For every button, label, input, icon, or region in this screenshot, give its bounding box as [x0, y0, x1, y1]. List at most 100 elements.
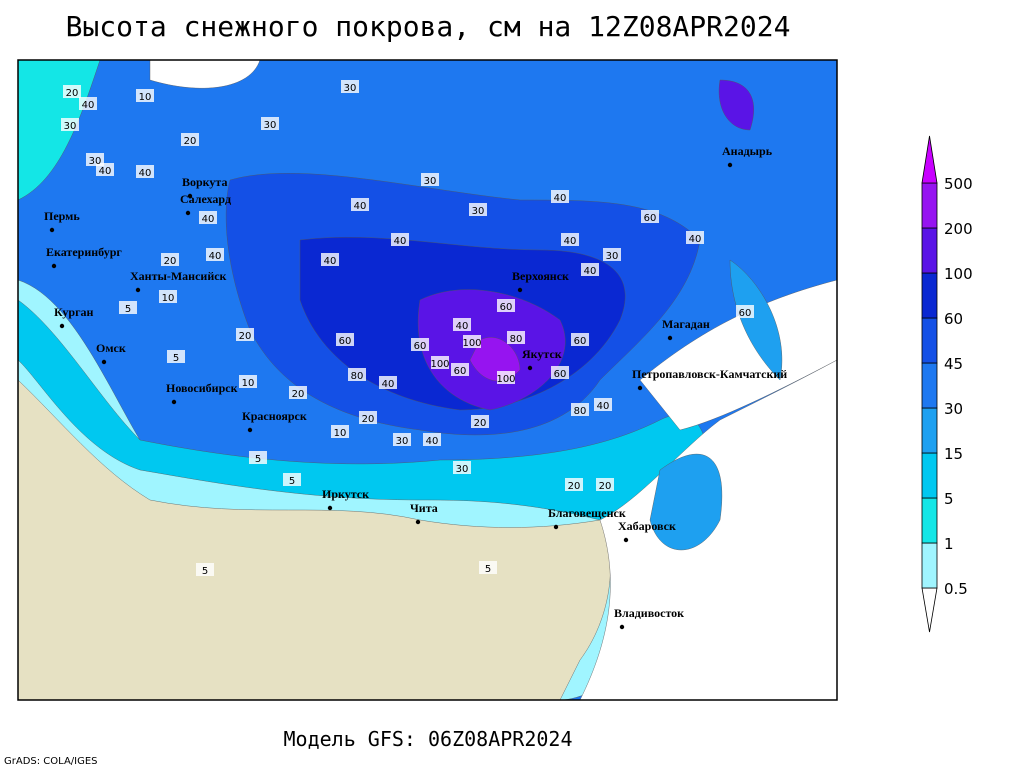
- colorbar-label: 60: [944, 310, 963, 328]
- contour-label: 100: [496, 374, 515, 385]
- colorbar-segment: [921, 317, 938, 364]
- city-dot: [553, 524, 559, 530]
- contour-label: 20: [184, 136, 197, 147]
- contour-label-bg: [603, 248, 621, 261]
- city-label: Красноярск: [242, 409, 307, 423]
- contour-label-bg: [159, 290, 177, 303]
- contour-label: 5: [125, 304, 131, 315]
- contour-label-bg: [393, 433, 411, 446]
- city-dot: [171, 399, 177, 405]
- contour-label-bg: [391, 233, 409, 246]
- contour-label: 40: [99, 166, 112, 177]
- colorbar-label: 15: [944, 445, 963, 463]
- colorbar-segment: [921, 452, 938, 499]
- city-label: Хабаровск: [618, 519, 676, 533]
- contour-label-bg: [199, 211, 217, 224]
- contour-label: 40: [554, 193, 567, 204]
- contour-label-bg: [421, 173, 439, 186]
- credit: GrADS: COLA/IGES: [4, 756, 98, 767]
- contour-label-bg: [463, 335, 481, 348]
- contour-label-bg: [551, 190, 569, 203]
- snow-area: [649, 454, 723, 551]
- contour-label: 20: [599, 481, 612, 492]
- contour-label: 20: [362, 414, 375, 425]
- contour-label-bg: [497, 371, 515, 384]
- contour-label-bg: [594, 398, 612, 411]
- contour-label: 40: [202, 214, 215, 225]
- contour-label: 40: [209, 251, 222, 262]
- contour-label: 40: [564, 236, 577, 247]
- contour-label-bg: [471, 415, 489, 428]
- contour-label-bg: [181, 133, 199, 146]
- city-dot: [727, 162, 733, 168]
- colorbar-label: 5: [944, 490, 954, 508]
- contour-label: 5: [485, 564, 491, 575]
- city-label: Пермь: [44, 209, 80, 223]
- contour-label-bg: [283, 473, 301, 486]
- contour-label-bg: [507, 331, 525, 344]
- city-label: Якутск: [522, 347, 562, 361]
- contour-label: 80: [574, 406, 587, 417]
- city-label: Благовещенск: [548, 506, 626, 520]
- contour-label-bg: [479, 561, 497, 574]
- contour-label: 30: [456, 464, 469, 475]
- contour-label: 40: [597, 401, 610, 412]
- city-dot: [527, 365, 533, 371]
- colorbar-segment: [921, 182, 938, 229]
- city-label: Ханты-Мансийск: [130, 269, 227, 283]
- colorbar-segment: [921, 542, 938, 589]
- contour-label-bg: [136, 89, 154, 102]
- colorbar-over: [921, 135, 938, 184]
- city-label: Воркута: [182, 175, 227, 189]
- city-label: Магадан: [662, 317, 710, 331]
- city-dot: [517, 287, 523, 293]
- contour-label: 60: [644, 213, 657, 224]
- colorbar-label: 1: [944, 535, 954, 553]
- city-dot: [59, 323, 65, 329]
- colorbar-label: 0.5: [944, 580, 968, 598]
- contour-label-bg: [96, 163, 114, 176]
- map-title: Высота снежного покрова, см на 12Z08APR2…: [66, 10, 791, 43]
- city-dot: [619, 624, 625, 630]
- contour-label: 60: [574, 336, 587, 347]
- contour-label: 40: [324, 256, 337, 267]
- contour-label: 10: [139, 92, 152, 103]
- contour-label: 10: [162, 293, 175, 304]
- contour-label-bg: [341, 80, 359, 93]
- colorbar-label: 500: [944, 175, 973, 193]
- city-label: Курган: [54, 305, 94, 319]
- colorbar-segment: [921, 272, 938, 319]
- contour-label: 10: [242, 378, 255, 389]
- contour-label-bg: [289, 386, 307, 399]
- city-dot: [667, 335, 673, 341]
- city-label: Чита: [410, 501, 438, 515]
- colorbar-label: 200: [944, 220, 973, 238]
- city-dot: [49, 227, 55, 233]
- contour-label: 40: [689, 234, 702, 245]
- contour-label-bg: [336, 333, 354, 346]
- contour-label-bg: [451, 363, 469, 376]
- snow-area: [469, 337, 521, 381]
- city-dot: [135, 287, 141, 293]
- contour-label-bg: [561, 233, 579, 246]
- snow-area: [718, 79, 754, 131]
- colorbar-label: 100: [944, 265, 973, 283]
- contour-label-bg: [79, 97, 97, 110]
- contour-label: 20: [292, 389, 305, 400]
- city-label: Верхоянск: [512, 269, 569, 283]
- colorbar-segment: [921, 227, 938, 274]
- contour-label: 20: [164, 256, 177, 267]
- contour-label: 60: [414, 341, 427, 352]
- contour-label-bg: [497, 299, 515, 312]
- contour-label: 60: [554, 369, 567, 380]
- contour-label: 20: [239, 331, 252, 342]
- contour-label-bg: [239, 375, 257, 388]
- contour-label: 30: [424, 176, 437, 187]
- contour-label-bg: [423, 433, 441, 446]
- map-frame: [17, 59, 838, 701]
- city-label: Новосибирск: [166, 381, 238, 395]
- city-dot: [185, 210, 191, 216]
- contour-label: 20: [568, 481, 581, 492]
